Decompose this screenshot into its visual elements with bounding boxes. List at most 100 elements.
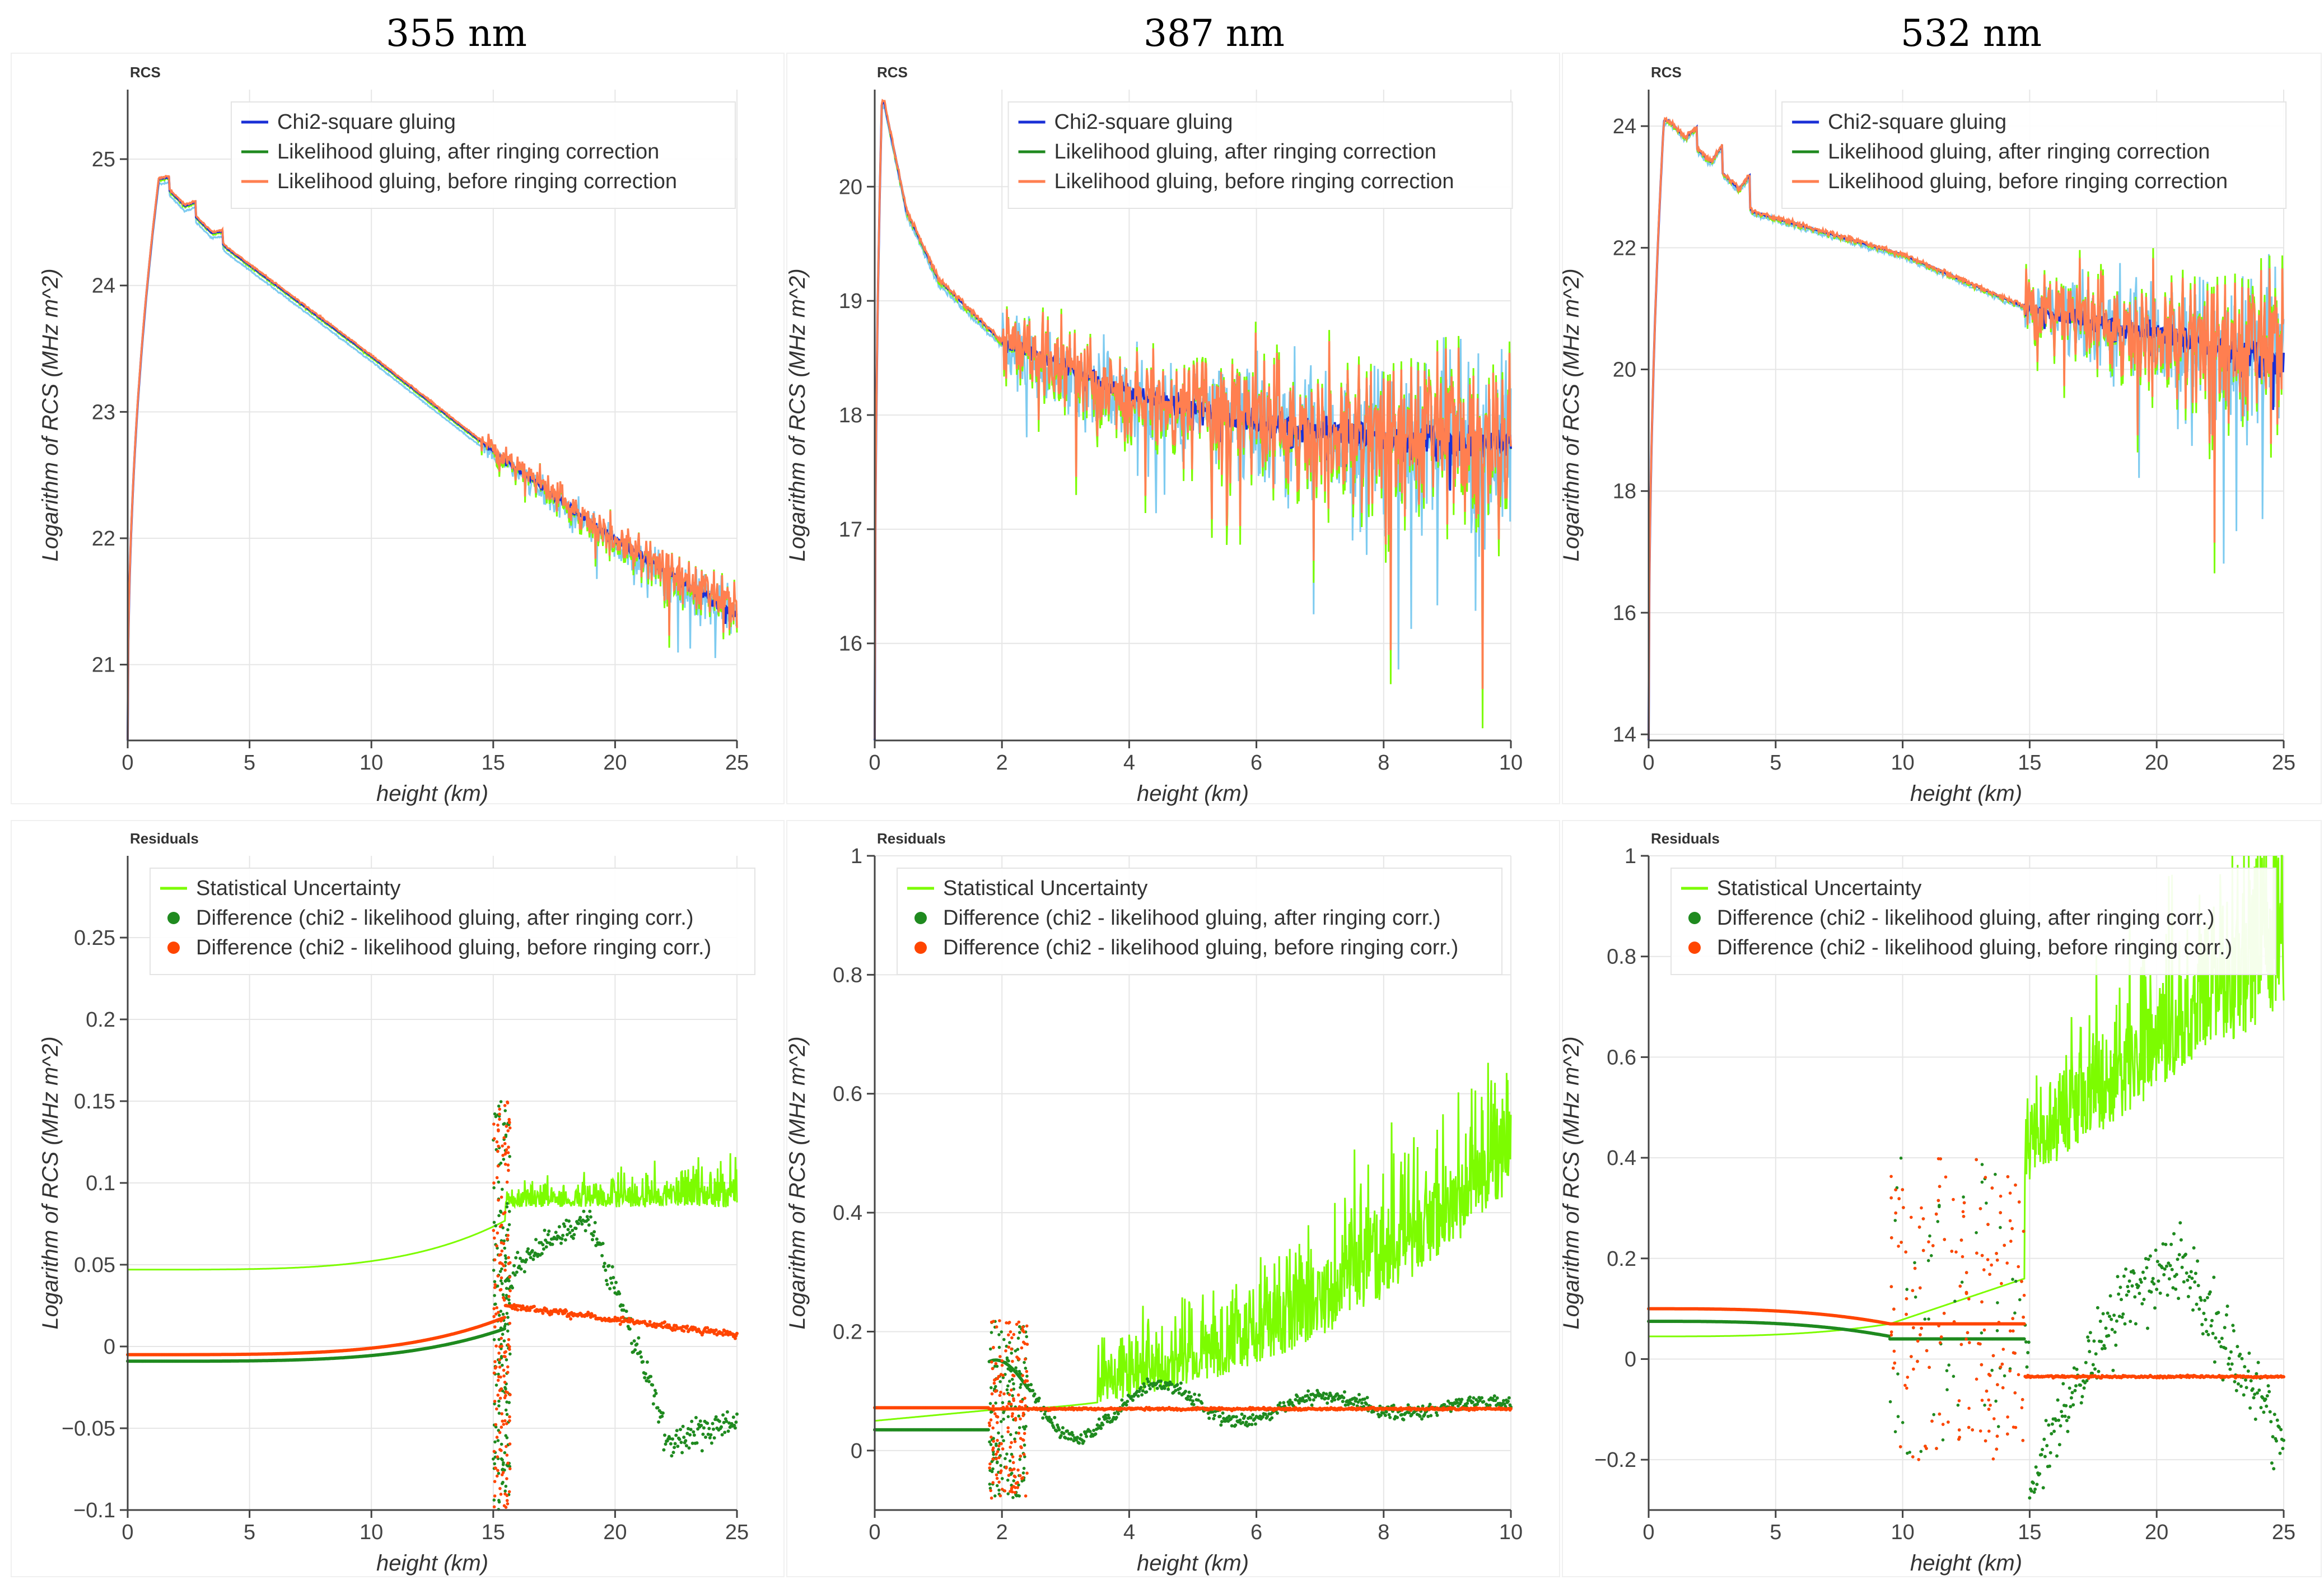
data-point <box>1189 1395 1193 1399</box>
data-point <box>2236 1345 2239 1349</box>
data-point <box>995 1452 998 1456</box>
data-point <box>629 1341 633 1345</box>
data-point <box>2153 1306 2157 1310</box>
x-tick-label: 25 <box>725 1521 749 1544</box>
data-point <box>1956 1404 1960 1407</box>
data-point <box>687 1427 690 1430</box>
data-point <box>547 1229 551 1233</box>
data-point <box>1945 1388 1949 1391</box>
data-point <box>988 1347 992 1351</box>
data-point <box>493 1280 497 1283</box>
data-point <box>996 1421 999 1424</box>
data-point <box>1893 1219 1897 1222</box>
data-point <box>2178 1221 2182 1225</box>
data-point <box>2270 1461 2274 1465</box>
data-point <box>1184 1390 1187 1394</box>
data-point <box>1396 1415 1399 1419</box>
data-point <box>1012 1399 1015 1402</box>
data-point <box>498 1112 501 1116</box>
data-point <box>714 1328 718 1332</box>
data-point <box>1994 1399 1998 1403</box>
y-tick-label: 0.2 <box>86 1008 115 1032</box>
data-point <box>1010 1490 1014 1494</box>
data-point <box>563 1224 567 1228</box>
data-point <box>569 1317 573 1321</box>
data-point <box>1007 1333 1010 1337</box>
data-point <box>1007 1321 1010 1325</box>
data-point <box>1495 1396 1499 1400</box>
data-point <box>707 1427 711 1430</box>
data-point <box>508 1348 511 1351</box>
data-point <box>1013 1437 1016 1441</box>
data-point <box>493 1400 497 1403</box>
data-point <box>988 1483 992 1486</box>
data-point <box>1962 1195 1965 1199</box>
data-point <box>1059 1434 1063 1438</box>
data-point <box>997 1431 1000 1435</box>
x-tick-label: 25 <box>2272 751 2295 775</box>
data-point <box>492 1137 496 1140</box>
data-point <box>682 1329 686 1333</box>
data-point <box>1400 1413 1404 1416</box>
data-point <box>699 1424 703 1427</box>
data-point <box>1063 1436 1067 1440</box>
panel-tag: Residuals <box>130 830 199 847</box>
data-point <box>2011 1278 2014 1281</box>
data-point <box>2052 1429 2056 1433</box>
data-point <box>733 1426 737 1430</box>
data-point <box>2187 1275 2191 1279</box>
data-point <box>1193 1392 1197 1396</box>
data-point <box>2028 1496 2032 1500</box>
data-point <box>2281 1447 2285 1451</box>
data-point <box>2243 1365 2247 1369</box>
data-point <box>534 1238 538 1242</box>
data-point <box>1082 1439 1086 1443</box>
data-point <box>2084 1360 2088 1364</box>
data-point <box>493 1466 497 1470</box>
data-point <box>498 1117 501 1121</box>
data-point <box>544 1238 548 1242</box>
data-point <box>1333 1398 1337 1402</box>
data-point <box>1007 1393 1011 1396</box>
data-point <box>710 1441 713 1445</box>
data-point <box>2193 1280 2197 1284</box>
data-point <box>494 1302 497 1306</box>
data-point <box>1013 1490 1017 1494</box>
data-point <box>2090 1372 2094 1375</box>
x-tick-label: 2 <box>996 1521 1008 1544</box>
data-point <box>2205 1296 2209 1299</box>
data-point <box>2055 1454 2059 1458</box>
data-point <box>1084 1432 1088 1436</box>
data-point <box>1010 1414 1014 1418</box>
data-point <box>493 1283 497 1287</box>
data-point <box>2256 1360 2260 1364</box>
data-point <box>1008 1459 1012 1463</box>
data-point <box>2246 1369 2250 1373</box>
data-point <box>2212 1275 2216 1279</box>
y-tick-label: 0.1 <box>86 1172 115 1195</box>
data-point <box>2223 1326 2227 1330</box>
data-point <box>2029 1489 2033 1493</box>
data-point <box>989 1489 992 1493</box>
data-point <box>506 1101 510 1105</box>
data-point <box>1360 1401 1364 1405</box>
data-point <box>1187 1390 1191 1394</box>
data-point <box>2027 1340 2031 1344</box>
data-point <box>649 1374 653 1378</box>
data-point <box>532 1254 536 1257</box>
legend-entry: Chi2-square gluing <box>277 110 456 134</box>
data-point <box>2034 1465 2038 1469</box>
data-point <box>2171 1286 2175 1290</box>
data-point <box>1244 1420 1248 1424</box>
data-point <box>1323 1396 1327 1400</box>
data-point <box>1472 1396 1476 1400</box>
data-point <box>500 1336 503 1340</box>
data-point <box>1010 1487 1014 1491</box>
data-point <box>508 1442 512 1446</box>
data-point <box>568 1231 572 1234</box>
data-point <box>546 1233 550 1237</box>
data-point <box>2216 1311 2220 1315</box>
data-point <box>492 1269 496 1272</box>
data-point <box>1105 1420 1109 1423</box>
data-point <box>1019 1400 1023 1403</box>
